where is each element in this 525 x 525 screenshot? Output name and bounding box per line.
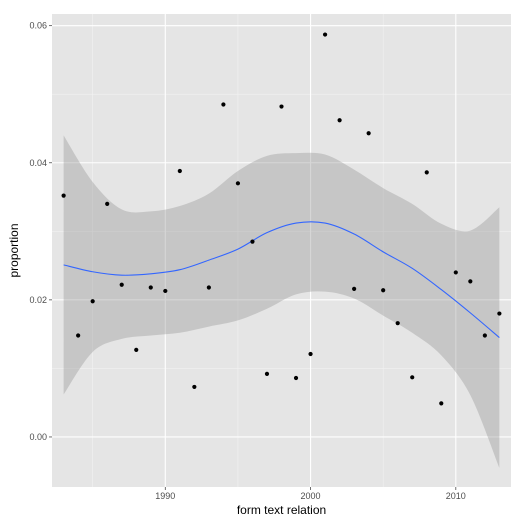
minor-gridlines [52,14,511,487]
data-point [439,401,444,406]
data-point [119,282,124,287]
data-point [482,333,487,338]
data-point [76,333,81,338]
y-tick-label: 0.00 [29,432,47,442]
data-point [322,32,328,37]
data-point [293,375,299,381]
y-axis-ticks: 0.00 0.02 0.04 0.06 [29,21,52,442]
y-tick-label: 0.06 [29,21,47,31]
data-point [395,321,400,326]
data-point [90,299,95,304]
plot-panel [52,14,511,487]
data-point [148,285,153,290]
data-point [381,288,386,293]
data-point [134,347,139,352]
data-point [264,371,270,376]
y-tick-label: 0.04 [29,158,47,168]
data-point [192,384,197,390]
data-point [105,201,110,206]
data-point [366,131,371,136]
data-point [279,104,284,109]
data-point [308,351,313,357]
data-point [352,286,357,291]
x-axis-ticks: 1990 2000 2010 [155,487,466,501]
data-point [453,270,458,275]
major-gridlines [52,14,511,487]
data-point [337,118,342,123]
data-point [163,288,168,294]
data-point [221,102,226,107]
confidence-band [63,135,500,468]
x-tick-label: 2000 [301,491,321,501]
data-point [177,168,182,174]
x-axis-title: form text relation [237,503,326,517]
data-point [468,279,473,284]
smooth-trend-line [63,221,500,338]
data-point [235,181,241,186]
data-point [206,285,211,290]
data-point [61,193,66,198]
data-point [410,375,415,380]
x-tick-label: 1990 [155,491,175,501]
x-tick-label: 2010 [446,491,466,501]
data-point [250,239,255,244]
data-point [424,170,429,175]
y-tick-label: 0.02 [29,295,47,305]
data-point [497,311,502,316]
y-axis-title: proportion [7,223,21,277]
data-points [61,32,502,406]
